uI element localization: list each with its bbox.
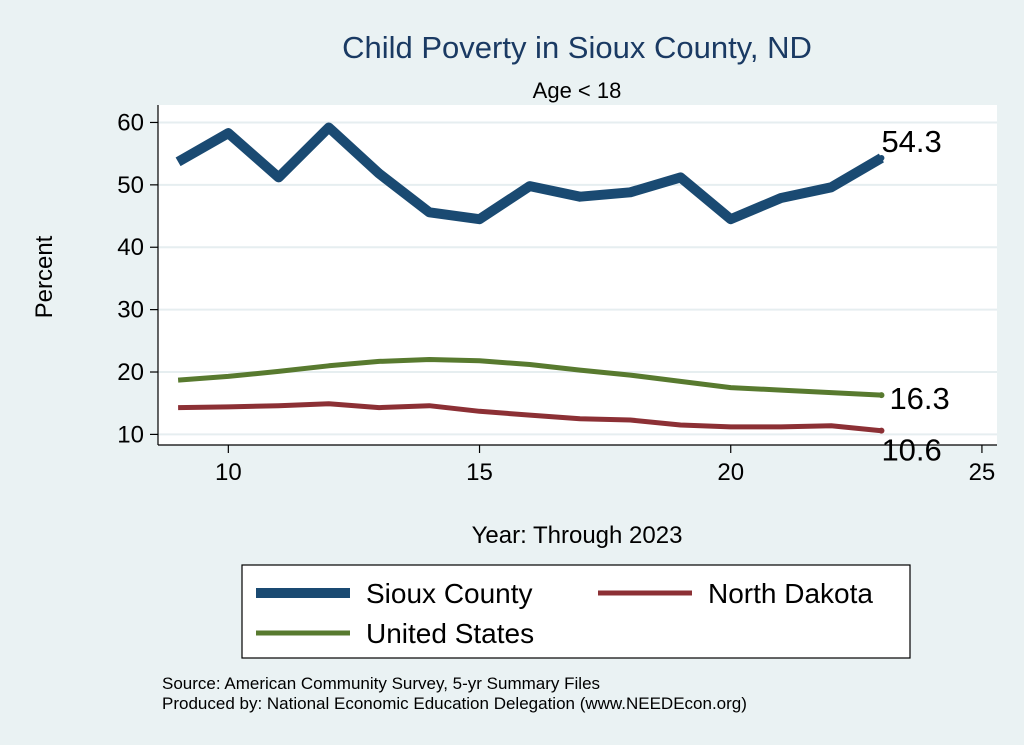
y-tick-label-20: 20 [117,359,144,386]
y-tick-label-30: 30 [117,297,144,324]
end-label-north-dakota: 10.6 [881,433,941,468]
end-marker-sioux-county [878,155,885,162]
chart-title: Child Poverty in Sioux County, ND [342,30,812,65]
y-tick-label-40: 40 [117,234,144,261]
y-tick-label-50: 50 [117,172,144,199]
y-tick-label-10: 10 [117,421,144,448]
end-label-united-states: 16.3 [889,381,949,416]
legend: Sioux County North Dakota United States [241,564,911,659]
x-axis-title: Year: Through 2023 [472,522,683,549]
x-axis: 10 15 20 25 [158,444,997,486]
y-axis-title: Percent [31,235,58,318]
legend-label-north-dakota: North Dakota [708,578,873,609]
x-tick-label-15: 15 [466,459,493,486]
end-marker-north-dakota [878,427,885,434]
x-tick-label-25: 25 [969,459,996,486]
series-line-sioux-county [175,122,884,225]
series-line-north-dakota [178,401,882,434]
y-axis: 10 20 30 40 50 60 [117,105,159,448]
series-lines [175,122,884,434]
end-label-sioux-county: 54.3 [881,124,941,159]
source-note: Source: American Community Survey, 5-yr … [162,674,600,693]
end-labels: 54.3 10.6 16.3 [878,124,950,468]
legend-label-united-states: United States [366,618,534,649]
end-marker-united-states [878,392,885,399]
chart-subtitle: Age < 18 [533,78,622,103]
x-tick-label-10: 10 [215,459,242,486]
x-tick-label-20: 20 [717,459,744,486]
legend-box [241,564,911,659]
legend-label-sioux-county: Sioux County [366,578,533,609]
produced-by-note: Produced by: National Economic Education… [162,694,747,713]
y-tick-label-60: 60 [117,109,144,136]
series-line-united-states [177,357,882,398]
